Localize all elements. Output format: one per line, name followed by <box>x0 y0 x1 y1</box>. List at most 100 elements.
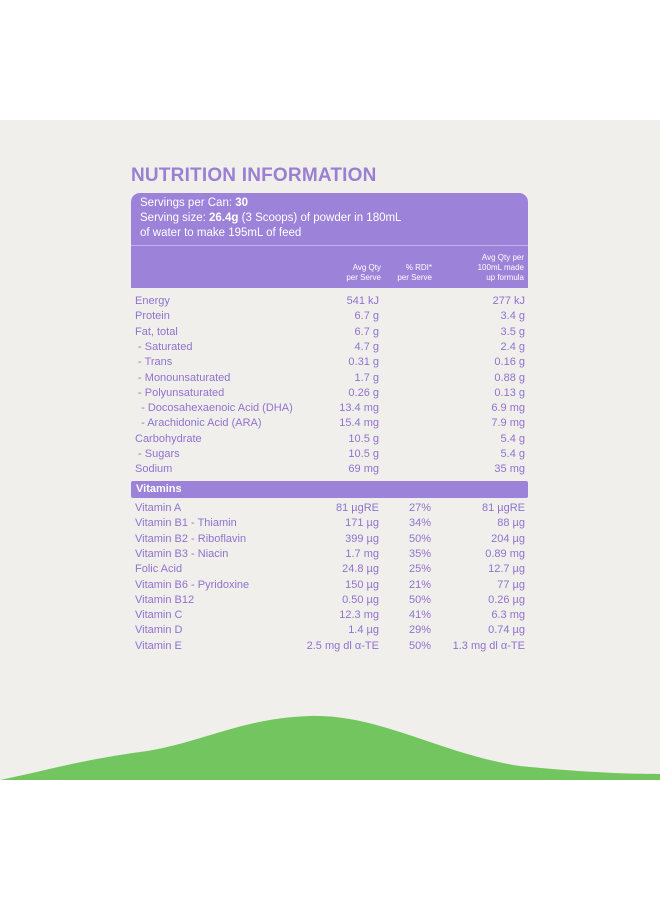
per-serve-value: 1.7 g <box>354 371 379 384</box>
per-100ml-value: 3.5 g <box>500 325 525 338</box>
per-100ml-value: 2.4 g <box>500 340 525 353</box>
per-100ml-value: 204 µg <box>491 532 525 545</box>
header-avg-qty-serve-line1: Avg Qty <box>352 263 381 272</box>
per-serve-value: 6.7 g <box>354 325 379 338</box>
table-row: Sodium 69 mg 35 mg <box>135 463 525 478</box>
header-avg-qty-serve: Avg Qty per Serve <box>346 263 381 283</box>
per-serve-value: 399 µg <box>345 532 379 545</box>
nutrient-name: Folic Acid <box>135 563 183 576</box>
serving-size-label: Serving size: <box>140 212 210 224</box>
per-100ml-value: 35 mg <box>494 463 525 476</box>
nutrient-name: Vitamin A <box>135 502 182 514</box>
header-rdi: % RDI* per Serve <box>397 263 432 283</box>
per-100ml-value: 6.3 mg <box>491 609 525 622</box>
per-100ml-value: 6.9 mg <box>491 402 525 415</box>
rdi-value: 35% <box>408 547 431 560</box>
table-row: Vitamin B12 0.50 µg 50% 0.26 µg <box>135 594 525 609</box>
serving-size-value: 26.4g <box>209 212 239 224</box>
page-title: NUTRITION INFORMATION <box>131 165 377 186</box>
nutrient-name: Vitamin B3 - Niacin <box>135 547 229 560</box>
table-row: Vitamin B3 - Niacin 1.7 mg 35% 0.89 mg <box>135 548 525 563</box>
table-row: - Polyunsaturated 0.26 g 0.13 g <box>135 387 525 402</box>
per-serve-value: 12.3 mg <box>339 609 379 622</box>
nutrient-name: Vitamin C <box>135 609 183 622</box>
nutrient-name: Vitamin B2 - Riboflavin <box>135 532 247 545</box>
table-row: Folic Acid 24.8 µg 25% 12.7 µg <box>135 563 525 578</box>
table-row: - Monounsaturated 1.7 g 0.88 g <box>135 372 525 387</box>
nutrient-name: - Trans <box>135 356 173 369</box>
table-row: Energy 541 kJ 277 kJ <box>135 295 525 310</box>
per-serve-value: 24.8 µg <box>342 563 379 576</box>
serving-size-line3: of water to make 195mL of feed <box>140 227 302 239</box>
nutrient-name: Vitamin B12 <box>135 593 195 606</box>
rdi-value: 27% <box>408 502 431 514</box>
per-serve-value: 6.7 g <box>354 310 379 323</box>
table-row: Fat, total 6.7 g 3.5 g <box>135 326 525 341</box>
rdi-value: 25% <box>408 563 431 576</box>
table-row: - Arachidonic Acid (ARA) 15.4 mg 7.9 mg <box>135 417 525 432</box>
nutrient-name: - Sugars <box>135 448 180 460</box>
per-100ml-value: 5.4 g <box>500 448 525 460</box>
header-per-100ml-line3: up formula <box>486 273 524 282</box>
nutrient-name: Vitamin B6 - Pyridoxine <box>135 578 250 591</box>
per-100ml-value: 88 µg <box>497 517 525 530</box>
per-100ml-value: 77 µg <box>497 578 525 591</box>
per-serve-value: 4.7 g <box>354 340 379 353</box>
rdi-value: 21% <box>408 578 431 591</box>
per-100ml-value: 0.26 µg <box>488 593 525 606</box>
per-serve-value: 1.7 mg <box>345 547 379 560</box>
nutrient-name: Vitamin D <box>135 624 183 637</box>
table-row: Vitamin B6 - Pyridoxine 150 µg 21% 77 µg <box>135 579 525 594</box>
per-100ml-value: 0.13 g <box>494 386 525 399</box>
nutrient-name: - Saturated <box>135 340 193 353</box>
nutrient-name: - Arachidonic Acid (ARA) <box>135 417 262 430</box>
rdi-value: 50% <box>408 593 431 606</box>
servings-header-box: Servings per Can: 30 Serving size: 26.4g… <box>131 193 528 288</box>
per-100ml-value: 277 kJ <box>492 295 525 307</box>
servings-per-can-value: 30 <box>235 197 249 209</box>
rdi-value: 34% <box>408 517 431 530</box>
per-serve-value: 541 kJ <box>346 295 379 307</box>
nutrient-name: Fat, total <box>135 325 178 338</box>
table-row: Vitamin A 81 µgRE 27% 81 µgRE <box>135 502 525 517</box>
servings-per-can: Servings per Can: 30 <box>140 197 248 209</box>
per-100ml-value: 0.88 g <box>494 371 525 384</box>
nutrient-name: Protein <box>135 310 170 323</box>
per-100ml-value: 3.4 g <box>500 310 525 323</box>
header-rdi-line2: per Serve <box>397 273 432 282</box>
header-rdi-line1: % RDI* <box>405 263 432 272</box>
rdi-value: 50% <box>408 639 431 652</box>
per-100ml-value: 81 µgRE <box>481 502 525 514</box>
table-row: Vitamin C 12.3 mg 41% 6.3 mg <box>135 609 525 624</box>
green-hill-decoration <box>0 715 660 780</box>
per-serve-value: 69 mg <box>348 463 379 476</box>
table-row: - Docosahexaenoic Acid (DHA) 13.4 mg 6.9 m… <box>135 402 525 417</box>
table-row: - Saturated 4.7 g 2.4 g <box>135 341 525 356</box>
rdi-value: 29% <box>408 624 431 637</box>
vitamins-section-bar: Vitamins <box>131 481 528 498</box>
header-per-100ml-line2: 100mL made <box>477 263 524 272</box>
header-divider <box>131 245 528 246</box>
per-serve-value: 1.4 µg <box>348 624 379 637</box>
per-serve-value: 0.50 µg <box>342 593 379 606</box>
header-avg-qty-serve-line2: per Serve <box>346 273 381 282</box>
nutrient-name: - Polyunsaturated <box>135 386 225 399</box>
nutrient-name: - Docosahexaenoic Acid (DHA) <box>135 402 293 415</box>
rdi-value: 41% <box>408 609 431 622</box>
per-100ml-value: 1.3 mg dl α-TE <box>452 639 525 652</box>
header-per-100ml: Avg Qty per 100mL made up formula <box>478 253 524 283</box>
per-serve-value: 150 µg <box>345 578 379 591</box>
table-row: Vitamin D 1.4 µg 29% 0.74 µg <box>135 624 525 639</box>
per-serve-value: 10.5 g <box>348 432 379 445</box>
table-row: - Sugars 10.5 g 5.4 g <box>135 448 525 463</box>
nutrient-name: Carbohydrate <box>135 432 202 445</box>
per-serve-value: 13.4 mg <box>339 402 379 415</box>
per-100ml-value: 7.9 mg <box>491 417 525 430</box>
serving-size-rest: (3 Scoops) of powder in 180mL <box>238 212 402 224</box>
table-row: Carbohydrate 10.5 g 5.4 g <box>135 433 525 448</box>
rdi-value: 50% <box>408 532 431 545</box>
servings-per-can-label: Servings per Can: <box>140 197 236 209</box>
per-serve-value: 0.26 g <box>348 386 379 399</box>
per-100ml-value: 0.89 mg <box>485 547 525 560</box>
table-row: Vitamin B1 - Thiamin 171 µg 34% 88 µg <box>135 517 525 532</box>
